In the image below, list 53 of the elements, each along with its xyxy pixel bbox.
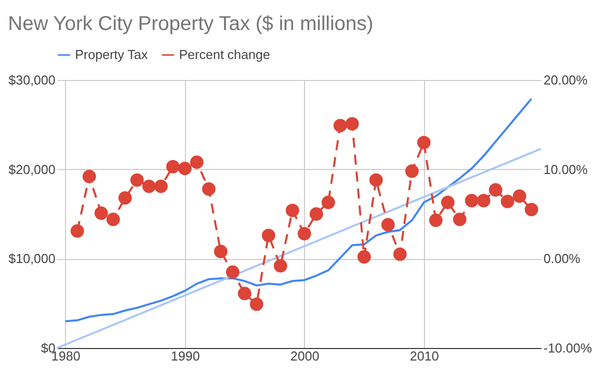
point [178,162,192,176]
y2-tick-label: 20.00% [544,72,588,88]
point [190,155,204,169]
point [476,194,490,208]
point [345,117,359,130]
point [286,204,300,218]
point [250,298,264,311]
point [417,136,431,150]
point [118,191,132,205]
point [310,207,324,221]
x-tick-label: 2010 [410,348,439,364]
y-tick-label: $20,000 [8,162,56,177]
point [429,214,443,227]
point [70,224,84,238]
point [274,259,288,273]
point [488,183,502,197]
point [357,250,371,264]
point [214,244,228,258]
legend-label: Percent change [179,47,270,62]
point [82,170,96,184]
point [166,160,180,174]
point [405,164,419,178]
point [130,173,144,187]
point [202,182,216,196]
point [334,118,347,132]
y-tick-label: $30,000 [8,72,56,88]
line-series [64,98,532,322]
point [238,286,252,300]
point [154,180,168,193]
y2-tick-label: 0.00% [544,251,581,266]
point [142,180,156,193]
x-tick-label: 2000 [290,348,320,364]
point [464,194,478,208]
point [524,202,538,216]
point [226,265,240,279]
point [298,226,312,240]
point [369,173,383,187]
point [512,189,526,203]
point [322,196,335,210]
point [262,228,276,242]
point [500,194,514,208]
y2-tick-label: 10.00% [544,162,588,177]
point [441,196,454,210]
y-tick-label: $10,000 [8,251,56,266]
point [453,212,466,226]
y2-tick-label: -10.00% [544,340,592,356]
point [106,212,120,226]
legend-label: Property Tax [75,47,148,62]
x-tick-label: 1990 [170,348,200,364]
point [381,218,395,232]
point [393,248,407,261]
point [94,206,108,220]
chart-title: New York City Property Tax ($ in millions) [8,13,374,35]
